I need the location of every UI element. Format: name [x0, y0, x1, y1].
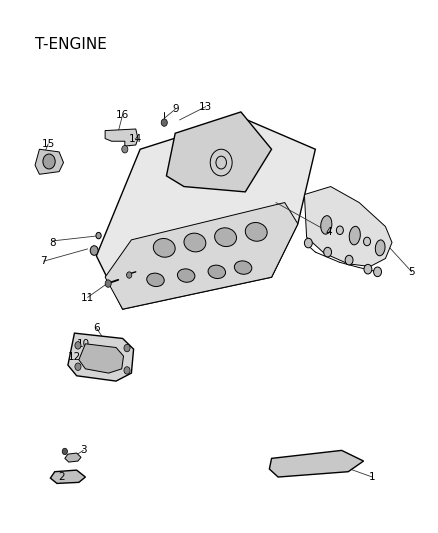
- Text: 8: 8: [49, 238, 56, 247]
- Circle shape: [43, 154, 55, 169]
- Circle shape: [75, 363, 81, 370]
- Circle shape: [304, 238, 312, 248]
- Ellipse shape: [349, 227, 360, 245]
- Circle shape: [124, 367, 130, 374]
- Circle shape: [324, 247, 332, 257]
- Circle shape: [62, 448, 67, 455]
- Polygon shape: [304, 187, 392, 266]
- Circle shape: [161, 119, 167, 126]
- Circle shape: [124, 344, 130, 352]
- Circle shape: [336, 226, 343, 235]
- Polygon shape: [105, 129, 138, 146]
- Circle shape: [127, 272, 132, 278]
- Ellipse shape: [153, 238, 175, 257]
- Circle shape: [364, 264, 372, 274]
- Ellipse shape: [208, 265, 226, 279]
- Text: 14: 14: [129, 134, 142, 143]
- Text: 16: 16: [116, 110, 129, 119]
- Ellipse shape: [234, 261, 252, 274]
- Circle shape: [374, 267, 381, 277]
- Polygon shape: [96, 117, 315, 309]
- Circle shape: [216, 156, 226, 169]
- Ellipse shape: [215, 228, 237, 247]
- Polygon shape: [68, 333, 134, 381]
- Polygon shape: [65, 453, 81, 462]
- Text: 11: 11: [81, 294, 94, 303]
- Circle shape: [105, 280, 111, 287]
- Polygon shape: [105, 203, 298, 309]
- Text: 9: 9: [172, 104, 179, 114]
- Polygon shape: [269, 450, 364, 477]
- Circle shape: [345, 255, 353, 265]
- Polygon shape: [35, 149, 64, 174]
- Text: 2: 2: [58, 472, 65, 482]
- Circle shape: [90, 246, 98, 255]
- Polygon shape: [166, 112, 272, 192]
- Polygon shape: [50, 470, 85, 483]
- Text: 10: 10: [77, 339, 90, 349]
- Circle shape: [96, 232, 101, 239]
- Text: 7: 7: [40, 256, 47, 266]
- Text: 12: 12: [68, 352, 81, 362]
- Circle shape: [75, 342, 81, 349]
- Polygon shape: [79, 344, 124, 373]
- Ellipse shape: [245, 222, 267, 241]
- Text: 6: 6: [93, 323, 100, 333]
- Text: 4: 4: [325, 227, 332, 237]
- Text: 1: 1: [369, 472, 376, 482]
- Circle shape: [122, 146, 128, 153]
- Text: 15: 15: [42, 139, 55, 149]
- Text: 13: 13: [199, 102, 212, 111]
- Ellipse shape: [184, 233, 206, 252]
- Circle shape: [364, 237, 371, 246]
- Ellipse shape: [147, 273, 164, 287]
- Ellipse shape: [321, 216, 332, 234]
- Text: T-ENGINE: T-ENGINE: [35, 37, 107, 52]
- Text: 3: 3: [80, 446, 87, 455]
- Ellipse shape: [375, 240, 385, 256]
- Ellipse shape: [177, 269, 195, 282]
- Text: 5: 5: [408, 267, 415, 277]
